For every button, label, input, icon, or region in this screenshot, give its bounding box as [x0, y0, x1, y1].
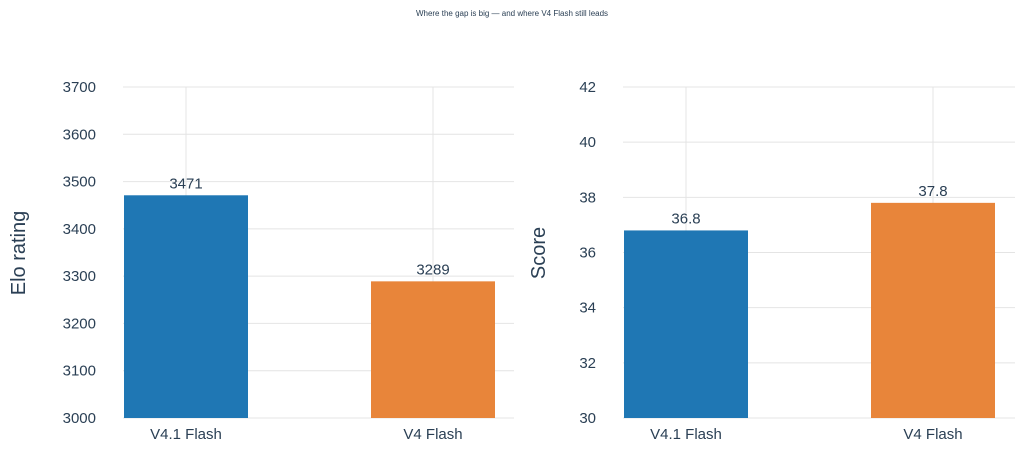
y-tick-label: 3400: [63, 221, 96, 238]
y-tick-label: 3500: [63, 174, 96, 191]
y-tick-label: 3200: [63, 315, 96, 332]
bar-v4-flash: [371, 281, 495, 418]
data-label: 3289: [416, 261, 449, 278]
bar-v4-1-flash: [124, 195, 248, 418]
x-tick-label: V4 Flash: [903, 426, 962, 443]
y-tick-label: 42: [579, 79, 596, 96]
y-tick-label: 3100: [63, 363, 96, 380]
data-label: 37.8: [918, 183, 947, 200]
y-tick-label: 3000: [63, 410, 96, 427]
bar-v4-1-flash: [624, 230, 748, 418]
y-tick-label: 34: [579, 300, 596, 317]
y-tick-label: 36: [579, 245, 596, 262]
data-label: 3471: [169, 175, 202, 192]
y-tick-label: 3700: [63, 79, 96, 96]
x-tick-label: V4 Flash: [403, 426, 462, 443]
x-tick-label: V4.1 Flash: [150, 426, 222, 443]
y-tick-label: 38: [579, 189, 596, 206]
y-tick-label: 30: [579, 410, 596, 427]
y-axis-label: Score: [528, 227, 550, 279]
figure-title: Where the gap is big — and where V4 Flas…: [415, 9, 609, 18]
data-label: 36.8: [671, 210, 700, 227]
y-tick-label: 32: [579, 355, 596, 372]
y-axis-label: Elo rating: [8, 211, 30, 296]
y-tick-label: 40: [579, 134, 596, 151]
x-tick-label: V4.1 Flash: [650, 426, 722, 443]
bar-v4-flash: [871, 202, 995, 418]
y-tick-label: 3300: [63, 268, 96, 285]
y-tick-label: 3600: [63, 126, 96, 143]
